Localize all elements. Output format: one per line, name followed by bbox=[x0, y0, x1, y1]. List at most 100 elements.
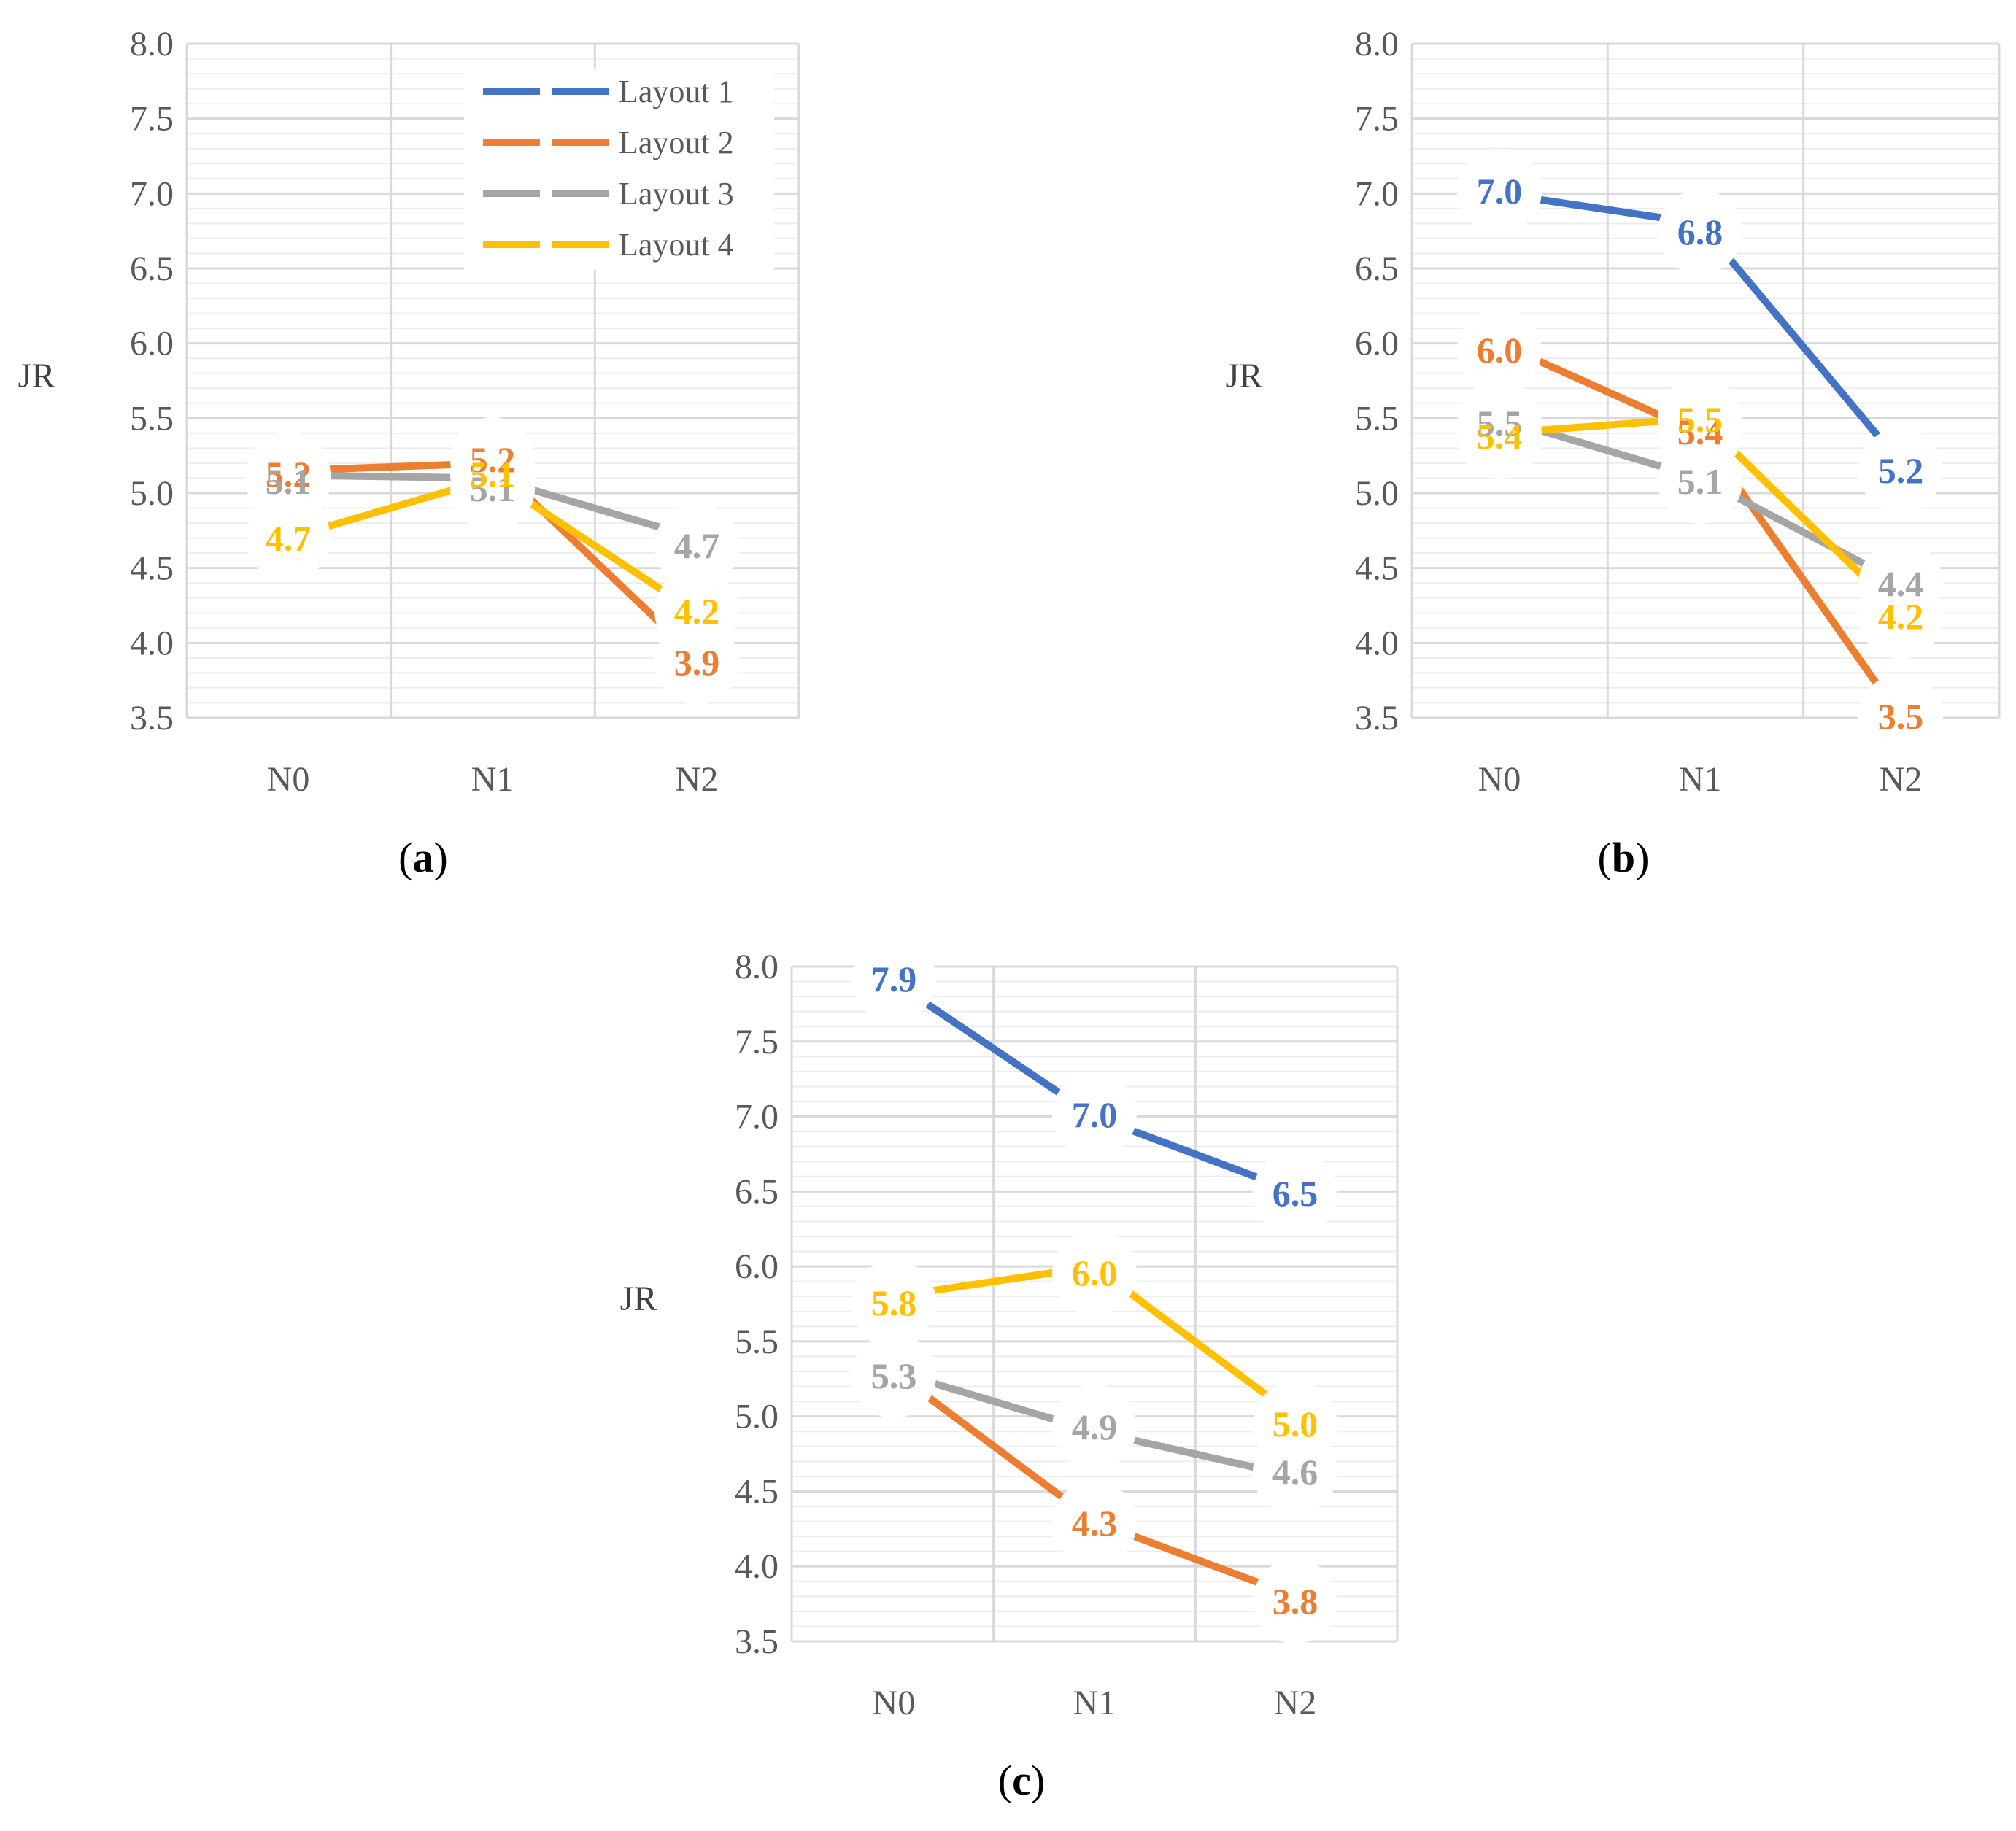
data-label-backdrop bbox=[1052, 1231, 1137, 1315]
data-label-backdrop bbox=[1658, 377, 1742, 462]
data-label-backdrop bbox=[654, 569, 739, 654]
data-label-backdrop bbox=[851, 937, 936, 1021]
data-label-layout-2: 5.3 bbox=[871, 1355, 917, 1396]
legend-label-layout-2: Layout 2 bbox=[619, 125, 734, 160]
data-label-backdrop bbox=[1253, 1559, 1337, 1644]
data-label-layout-3: 4.9 bbox=[1072, 1406, 1118, 1447]
legend-label-layout-3: Layout 3 bbox=[619, 176, 734, 212]
data-label-backdrop bbox=[246, 496, 331, 581]
data-label-layout-1: 7.9 bbox=[871, 959, 917, 999]
data-label-backdrop bbox=[1052, 1481, 1137, 1565]
chart-panel-c: 3.5 4.0 4.5 5.0 5.5 6.0 6.5 7.0 7.5 8.0 N0 N1 N2 JR 7.… bbox=[620, 937, 1399, 1804]
data-label-layout-2: 5.4 bbox=[1677, 411, 1723, 452]
data-label-backdrop bbox=[1858, 574, 1943, 659]
data-label-layout-4: 5.0 bbox=[1272, 1404, 1318, 1444]
data-label-layout-4: 4.2 bbox=[674, 591, 720, 632]
y-tick-label: 5.0 bbox=[735, 1398, 779, 1436]
data-label-layout-3: 5.1 bbox=[470, 468, 516, 509]
y-tick-label: 7.0 bbox=[130, 174, 174, 213]
data-label-backdrop bbox=[1457, 394, 1542, 479]
x-tick-label: N0 bbox=[873, 1684, 916, 1722]
y-tick-label: 4.5 bbox=[1355, 549, 1399, 588]
data-label-backdrop bbox=[1253, 1382, 1337, 1466]
x-tick-label: N1 bbox=[1679, 760, 1722, 799]
data-label-layout-2: 4.3 bbox=[1072, 1503, 1118, 1544]
y-tick-label: 6.0 bbox=[1355, 325, 1399, 363]
data-label-layout-3: 5.1 bbox=[266, 461, 312, 502]
data-label-layout-2: 3.5 bbox=[1878, 696, 1924, 737]
data-label-layout-4: 5.4 bbox=[1477, 416, 1523, 457]
y-axis-label: JR bbox=[1226, 357, 1263, 395]
y-tick-label: 6.5 bbox=[735, 1172, 779, 1211]
data-label-backdrop bbox=[450, 432, 535, 516]
data-label-layout-4: 4.2 bbox=[1878, 596, 1924, 637]
panel-caption: (c) bbox=[998, 1757, 1045, 1804]
data-label-layout-1: 7.0 bbox=[1072, 1094, 1118, 1135]
y-tick-label: 7.5 bbox=[1355, 100, 1399, 139]
data-label-backdrop bbox=[654, 503, 739, 588]
x-tick-label: N0 bbox=[1478, 760, 1521, 799]
data-label-layout-2: 3.8 bbox=[1272, 1581, 1318, 1622]
y-axis-label: JR bbox=[18, 357, 55, 395]
y-tick-label: 5.5 bbox=[735, 1323, 779, 1361]
y-tick-label: 6.0 bbox=[735, 1247, 779, 1286]
panel-caption-letter: b bbox=[1612, 834, 1635, 881]
data-label-layout-1: 7.0 bbox=[1477, 171, 1523, 212]
y-tick-label: 6.0 bbox=[130, 325, 174, 363]
data-label-backdrop bbox=[1858, 428, 1943, 513]
y-tick-label: 4.5 bbox=[130, 549, 174, 588]
legend: Layout 1 Layout 2 Layout 3 Layout 4 bbox=[464, 69, 774, 270]
data-label-backdrop bbox=[1052, 1072, 1137, 1157]
data-label-backdrop bbox=[851, 1261, 936, 1345]
legend-background bbox=[464, 69, 774, 270]
legend-label-layout-4: Layout 4 bbox=[619, 227, 734, 263]
y-tick-label: 7.5 bbox=[735, 1023, 779, 1061]
y-tick-label: 3.5 bbox=[1355, 699, 1399, 738]
x-tick-label: N2 bbox=[1274, 1684, 1317, 1722]
y-axis-label: JR bbox=[620, 1280, 657, 1318]
data-label-layout-3: 5.5 bbox=[1477, 403, 1523, 444]
y-tick-label: 8.0 bbox=[130, 25, 174, 63]
y-tick-label: 4.0 bbox=[130, 624, 174, 662]
data-label-layout-2: 5.2 bbox=[470, 439, 516, 480]
y-tick-label: 8.0 bbox=[1355, 25, 1399, 63]
x-tick-label: N2 bbox=[1880, 760, 1923, 799]
data-label-layout-1: 5.2 bbox=[1878, 450, 1924, 491]
y-tick-label: 7.0 bbox=[735, 1098, 779, 1137]
data-label-layout-2: 5.2 bbox=[266, 454, 312, 495]
y-tick-label: 6.5 bbox=[1355, 249, 1399, 288]
y-tick-label: 3.5 bbox=[735, 1622, 779, 1661]
data-label-layout-3: 4.6 bbox=[1272, 1452, 1318, 1493]
y-tick-label: 5.0 bbox=[130, 474, 174, 513]
data-label-backdrop bbox=[1052, 1385, 1137, 1469]
y-tick-label: 7.0 bbox=[1355, 174, 1399, 213]
chart-panel-a: 3.5 4.0 4.5 5.0 5.5 6.0 6.5 7.0 7.5 8.0 N0 N1 N2 JR 5.… bbox=[18, 25, 800, 881]
x-tick-label: N1 bbox=[1073, 1684, 1116, 1722]
y-tick-label: 5.5 bbox=[1355, 399, 1399, 438]
panel-caption: (b) bbox=[1598, 834, 1650, 881]
data-label-layout-4: 5.8 bbox=[871, 1282, 917, 1323]
data-label-layout-2: 3.9 bbox=[674, 642, 720, 683]
panel-caption: (a) bbox=[398, 834, 448, 881]
data-label-layout-4: 6.0 bbox=[1072, 1253, 1118, 1293]
y-tick-label: 3.5 bbox=[130, 699, 174, 738]
data-label-backdrop bbox=[1658, 190, 1742, 274]
y-tick-label: 5.5 bbox=[130, 399, 174, 438]
panel-caption-letter: c bbox=[1012, 1757, 1031, 1804]
data-label-backdrop bbox=[1457, 308, 1542, 392]
x-tick-label: N1 bbox=[471, 760, 514, 799]
y-tick-label: 6.5 bbox=[130, 249, 174, 288]
data-label-layout-1: 6.5 bbox=[1272, 1173, 1318, 1214]
y-tick-label: 4.0 bbox=[735, 1547, 779, 1586]
data-label-layout-4: 4.7 bbox=[266, 518, 312, 559]
data-label-backdrop bbox=[1858, 674, 1943, 759]
data-label-backdrop bbox=[1658, 439, 1742, 524]
y-tick-label: 4.5 bbox=[735, 1472, 779, 1511]
x-tick-label: N2 bbox=[676, 760, 719, 799]
data-label-backdrop bbox=[1457, 149, 1542, 233]
data-label-layout-3: 5.1 bbox=[1677, 461, 1723, 502]
data-label-backdrop bbox=[851, 1333, 936, 1418]
data-label-layout-2: 6.0 bbox=[1477, 330, 1523, 371]
data-label-backdrop bbox=[1253, 1151, 1337, 1236]
y-tick-label: 5.0 bbox=[1355, 474, 1399, 513]
